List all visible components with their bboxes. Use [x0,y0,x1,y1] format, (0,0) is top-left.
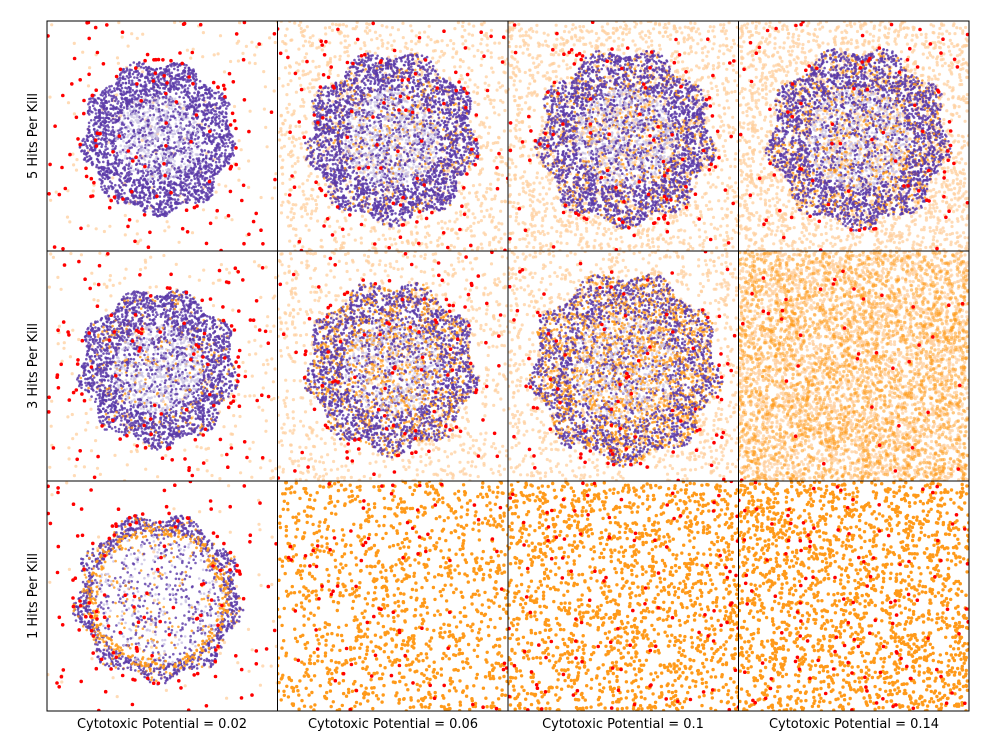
panel-points [47,21,278,251]
panel-r0-c1 [277,20,509,252]
column-label-0-02: Cytotoxic Potential = 0.02 [77,717,247,732]
row-label-3-hits: 3 Hits Per Kill [26,323,41,409]
row-label-1-hits: 1 Hits Per Kill [26,553,41,639]
panel-points [738,251,969,481]
panel-r0-c0 [46,20,278,252]
panel-points [277,21,508,251]
panel-r2-c2 [507,480,739,712]
panel-points [47,481,278,711]
panel-points [508,251,739,481]
panel-frame [738,480,970,712]
column-label-0-1: Cytotoxic Potential = 0.1 [542,717,704,732]
panel-points [277,481,508,711]
panel-r0-c3 [738,20,970,252]
panel-points [508,481,739,711]
panel-frame [46,20,278,252]
panel-r1-c2 [507,250,739,482]
panel-points [47,251,278,481]
panels-group [46,20,970,712]
row-label-5-hits: 5 Hits Per Kill [26,93,41,179]
panel-points [508,21,739,251]
panel-r2-c0 [46,480,278,712]
column-label-0-14: Cytotoxic Potential = 0.14 [769,717,939,732]
panel-r1-c3 [738,250,970,482]
panel-points [277,251,508,481]
panel-r0-c2 [507,20,739,252]
panel-r2-c3 [738,480,970,712]
panel-r2-c1 [277,480,509,712]
panel-r1-c0 [46,250,278,482]
panel-points [738,481,969,711]
panel-points [738,21,969,251]
column-label-0-06: Cytotoxic Potential = 0.06 [308,717,478,732]
panel-r1-c1 [277,250,509,482]
